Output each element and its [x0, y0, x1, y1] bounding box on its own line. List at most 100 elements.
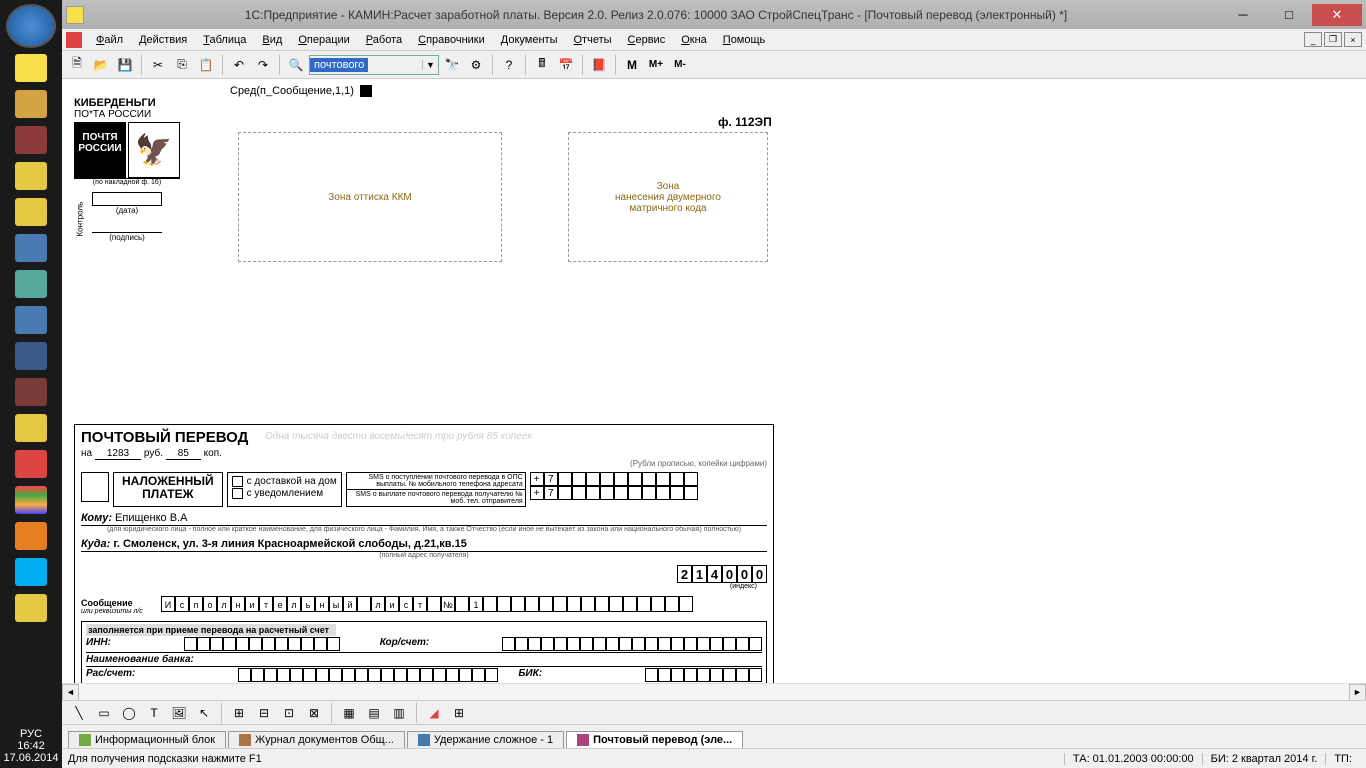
- paste-button[interactable]: 📋: [195, 54, 217, 76]
- menu-help[interactable]: Помощь: [715, 34, 774, 46]
- search-combo[interactable]: почтового ▼: [309, 55, 439, 75]
- taskbar-app-icon[interactable]: [15, 90, 47, 118]
- taskbar-app-icon[interactable]: [15, 450, 47, 478]
- new-button[interactable]: 🗎: [66, 54, 88, 76]
- line-tool[interactable]: ╲: [68, 702, 90, 724]
- grid-tool[interactable]: ▦: [338, 702, 360, 724]
- rect-tool[interactable]: ▭: [93, 702, 115, 724]
- menu-windows[interactable]: Окна: [673, 34, 715, 46]
- minimize-button[interactable]: ─: [1220, 4, 1266, 26]
- taskbar-app-icon[interactable]: [15, 234, 47, 262]
- index-label: (индекс): [81, 583, 767, 590]
- date-label: (дата): [92, 206, 162, 215]
- scroll-track[interactable]: [79, 684, 1349, 700]
- start-button[interactable]: [6, 4, 56, 48]
- recipient-row: Кому: Епищенко В.А: [81, 511, 767, 526]
- mdi-minimize-button[interactable]: _: [1304, 32, 1322, 47]
- matrix-code-zone: Зона нанесения двумерного матричного код…: [568, 132, 768, 262]
- align-tool[interactable]: ⊟: [253, 702, 275, 724]
- copy-button[interactable]: ⎘: [171, 54, 193, 76]
- align-tool[interactable]: ⊞: [228, 702, 250, 724]
- find-button[interactable]: 🔍: [285, 54, 307, 76]
- calendar-button[interactable]: 📅: [555, 54, 577, 76]
- inn-boxes: [184, 637, 340, 651]
- tab-icon: [577, 734, 589, 746]
- tab-info-block[interactable]: Информационный блок: [68, 731, 226, 748]
- taskbar-app-icon[interactable]: [15, 594, 47, 622]
- taskbar-app-icon[interactable]: [15, 306, 47, 334]
- scroll-left-button[interactable]: ◄: [62, 684, 79, 701]
- pointer-tool[interactable]: ↖: [193, 702, 215, 724]
- menu-reports[interactable]: Отчеты: [565, 34, 619, 46]
- taskbar-app-icon[interactable]: [15, 270, 47, 298]
- help-button[interactable]: ?: [498, 54, 520, 76]
- binoculars-button[interactable]: 🔭: [441, 54, 463, 76]
- taskbar-app-icon[interactable]: [15, 378, 47, 406]
- menu-operations[interactable]: Операции: [290, 34, 357, 46]
- main-form: ПОЧТОВЫЙ ПЕРЕВОД Одна тысяча двести восе…: [74, 424, 774, 683]
- delivery-label: с доставкой на дом: [247, 476, 337, 487]
- grid-tool[interactable]: ▥: [388, 702, 410, 724]
- delivery-checkbox[interactable]: [232, 476, 243, 487]
- language-indicator[interactable]: РУС: [20, 728, 42, 740]
- image-tool[interactable]: 🖼: [168, 702, 190, 724]
- open-button[interactable]: 📂: [90, 54, 112, 76]
- calc-button[interactable]: 🖩: [531, 54, 553, 76]
- taskbar-app-icon[interactable]: [15, 414, 47, 442]
- taskbar-app-icon[interactable]: [15, 126, 47, 154]
- notification-checkbox[interactable]: [232, 488, 243, 499]
- clock[interactable]: 16:42 17.06.2014: [3, 740, 58, 768]
- firefox-icon[interactable]: [15, 522, 47, 550]
- recipient-index: 214000: [81, 565, 767, 583]
- m-plus-button[interactable]: M+: [645, 54, 667, 76]
- mdi-close-button[interactable]: ×: [1344, 32, 1362, 47]
- mdi-restore-button[interactable]: ❐: [1324, 32, 1342, 47]
- taskbar-app-icon[interactable]: [15, 162, 47, 190]
- taskbar-app-icon[interactable]: [15, 54, 47, 82]
- chrome-icon[interactable]: [15, 486, 47, 514]
- menu-docs[interactable]: Документы: [493, 34, 566, 46]
- sms2-label: SMS о выплате почтового перевода получат…: [347, 490, 525, 506]
- book-button[interactable]: 📕: [588, 54, 610, 76]
- text-tool[interactable]: T: [143, 702, 165, 724]
- menu-service[interactable]: Сервис: [620, 34, 674, 46]
- taskbar-app-icon[interactable]: [15, 342, 47, 370]
- undo-button[interactable]: ↶: [228, 54, 250, 76]
- tab-journal[interactable]: Журнал документов Общ...: [228, 731, 405, 748]
- titlebar-text: 1С:Предприятие - КАМИН:Расчет заработной…: [92, 8, 1220, 22]
- m-button[interactable]: M: [621, 54, 643, 76]
- main-toolbar: 🗎 📂 💾 ✂ ⎘ 📋 ↶ ↷ 🔍 почтового ▼ 🔭 ⚙ ? 🖩 📅 …: [62, 51, 1366, 79]
- redo-button[interactable]: ↷: [252, 54, 274, 76]
- tab-postal-transfer[interactable]: Почтовый перевод (эле...: [566, 731, 743, 748]
- taskbar-app-icon[interactable]: [15, 198, 47, 226]
- kor-boxes: [502, 637, 762, 651]
- align-tool[interactable]: ⊠: [303, 702, 325, 724]
- menu-refs[interactable]: Справочники: [410, 34, 493, 46]
- align-tool[interactable]: ⊡: [278, 702, 300, 724]
- ellipse-tool[interactable]: ◯: [118, 702, 140, 724]
- cut-button[interactable]: ✂: [147, 54, 169, 76]
- menu-view[interactable]: Вид: [254, 34, 290, 46]
- form-area: КИБЕРДЕНЬГИ ПО*ТА РОССИИ ПОЧТЯ РОССИИ 🦅 …: [74, 97, 834, 663]
- red-tool[interactable]: ◢: [423, 702, 445, 724]
- close-button[interactable]: ✕: [1312, 4, 1362, 26]
- maximize-button[interactable]: □: [1266, 4, 1312, 26]
- menu-file[interactable]: Файл: [88, 34, 131, 46]
- m-minus-button[interactable]: M-: [669, 54, 691, 76]
- tool-button[interactable]: ⚙: [465, 54, 487, 76]
- skype-icon[interactable]: [15, 558, 47, 586]
- grid-tool[interactable]: ▤: [363, 702, 385, 724]
- layout-tool[interactable]: ⊞: [448, 702, 470, 724]
- recipient-value: Епищенко В.А: [115, 512, 187, 524]
- cyber-title: КИБЕРДЕНЬГИ: [74, 97, 156, 109]
- dropdown-arrow-icon[interactable]: ▼: [422, 60, 438, 70]
- menu-actions[interactable]: Действия: [131, 34, 195, 46]
- menu-work[interactable]: Работа: [358, 34, 410, 46]
- search-combo-text: почтового: [310, 58, 368, 72]
- horizontal-scrollbar[interactable]: ◄ ►: [62, 683, 1366, 700]
- scroll-right-button[interactable]: ►: [1349, 684, 1366, 701]
- save-button[interactable]: 💾: [114, 54, 136, 76]
- menu-app-icon: [66, 32, 82, 48]
- tab-deduction[interactable]: Удержание сложное - 1: [407, 731, 564, 748]
- menu-table[interactable]: Таблица: [195, 34, 254, 46]
